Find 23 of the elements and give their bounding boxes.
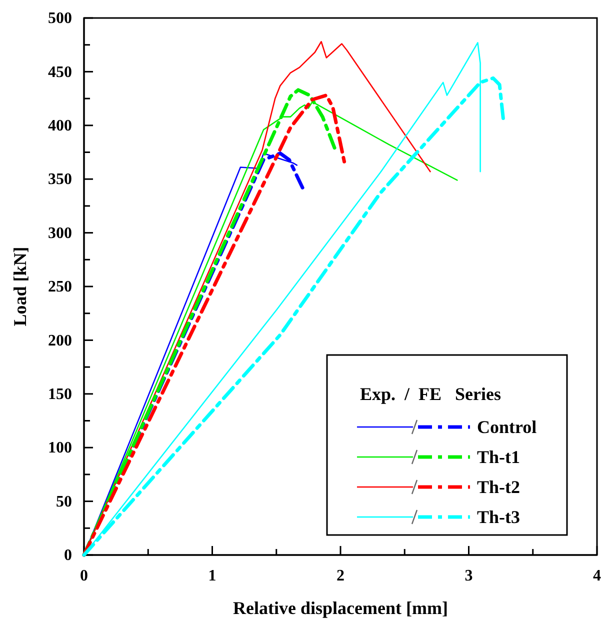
y-tick-label: 450: [48, 64, 72, 81]
legend-label: Th-t2: [477, 477, 520, 497]
y-tick-label: 350: [48, 171, 72, 188]
y-tick-label: 500: [48, 10, 72, 28]
legend-label: Th-t1: [477, 447, 520, 467]
x-axis-title: Relative displacement [mm]: [233, 598, 448, 618]
legend-label: Control: [477, 417, 537, 437]
y-tick-label: 300: [48, 224, 72, 242]
y-tick-label: 100: [48, 440, 72, 457]
x-tick-label: 0: [80, 567, 88, 584]
x-tick-label: 3: [464, 567, 473, 584]
x-tick-label: 1: [208, 567, 216, 584]
x-tick-label: 2: [336, 567, 344, 584]
y-tick-label: 50: [56, 493, 72, 510]
legend-title: Exp. / FE Series: [360, 384, 502, 404]
y-tick-label: 250: [48, 278, 72, 296]
y-tick-label: 0: [64, 547, 72, 564]
y-tick-label: 400: [48, 118, 72, 135]
y-tick-label: 200: [48, 332, 72, 350]
y-axis-title: Load [kN]: [10, 246, 30, 326]
y-tick-label: 150: [48, 386, 72, 404]
legend-label: Th-t3: [477, 507, 520, 527]
x-tick-label: 4: [593, 567, 601, 584]
